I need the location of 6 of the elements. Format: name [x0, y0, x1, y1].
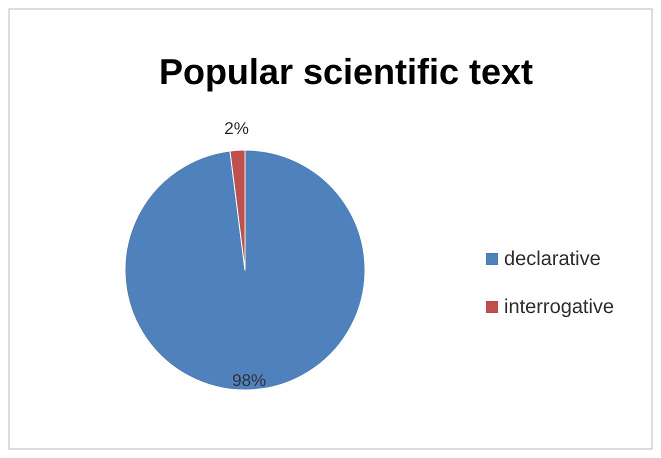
data-label: 98%: [232, 370, 266, 390]
chart-title: Popular scientific text: [158, 51, 534, 92]
legend-label: declarative: [504, 248, 601, 270]
data-label: 2%: [224, 118, 249, 138]
pie-slice: [124, 150, 366, 390]
legend-label: interrogative: [504, 296, 614, 318]
